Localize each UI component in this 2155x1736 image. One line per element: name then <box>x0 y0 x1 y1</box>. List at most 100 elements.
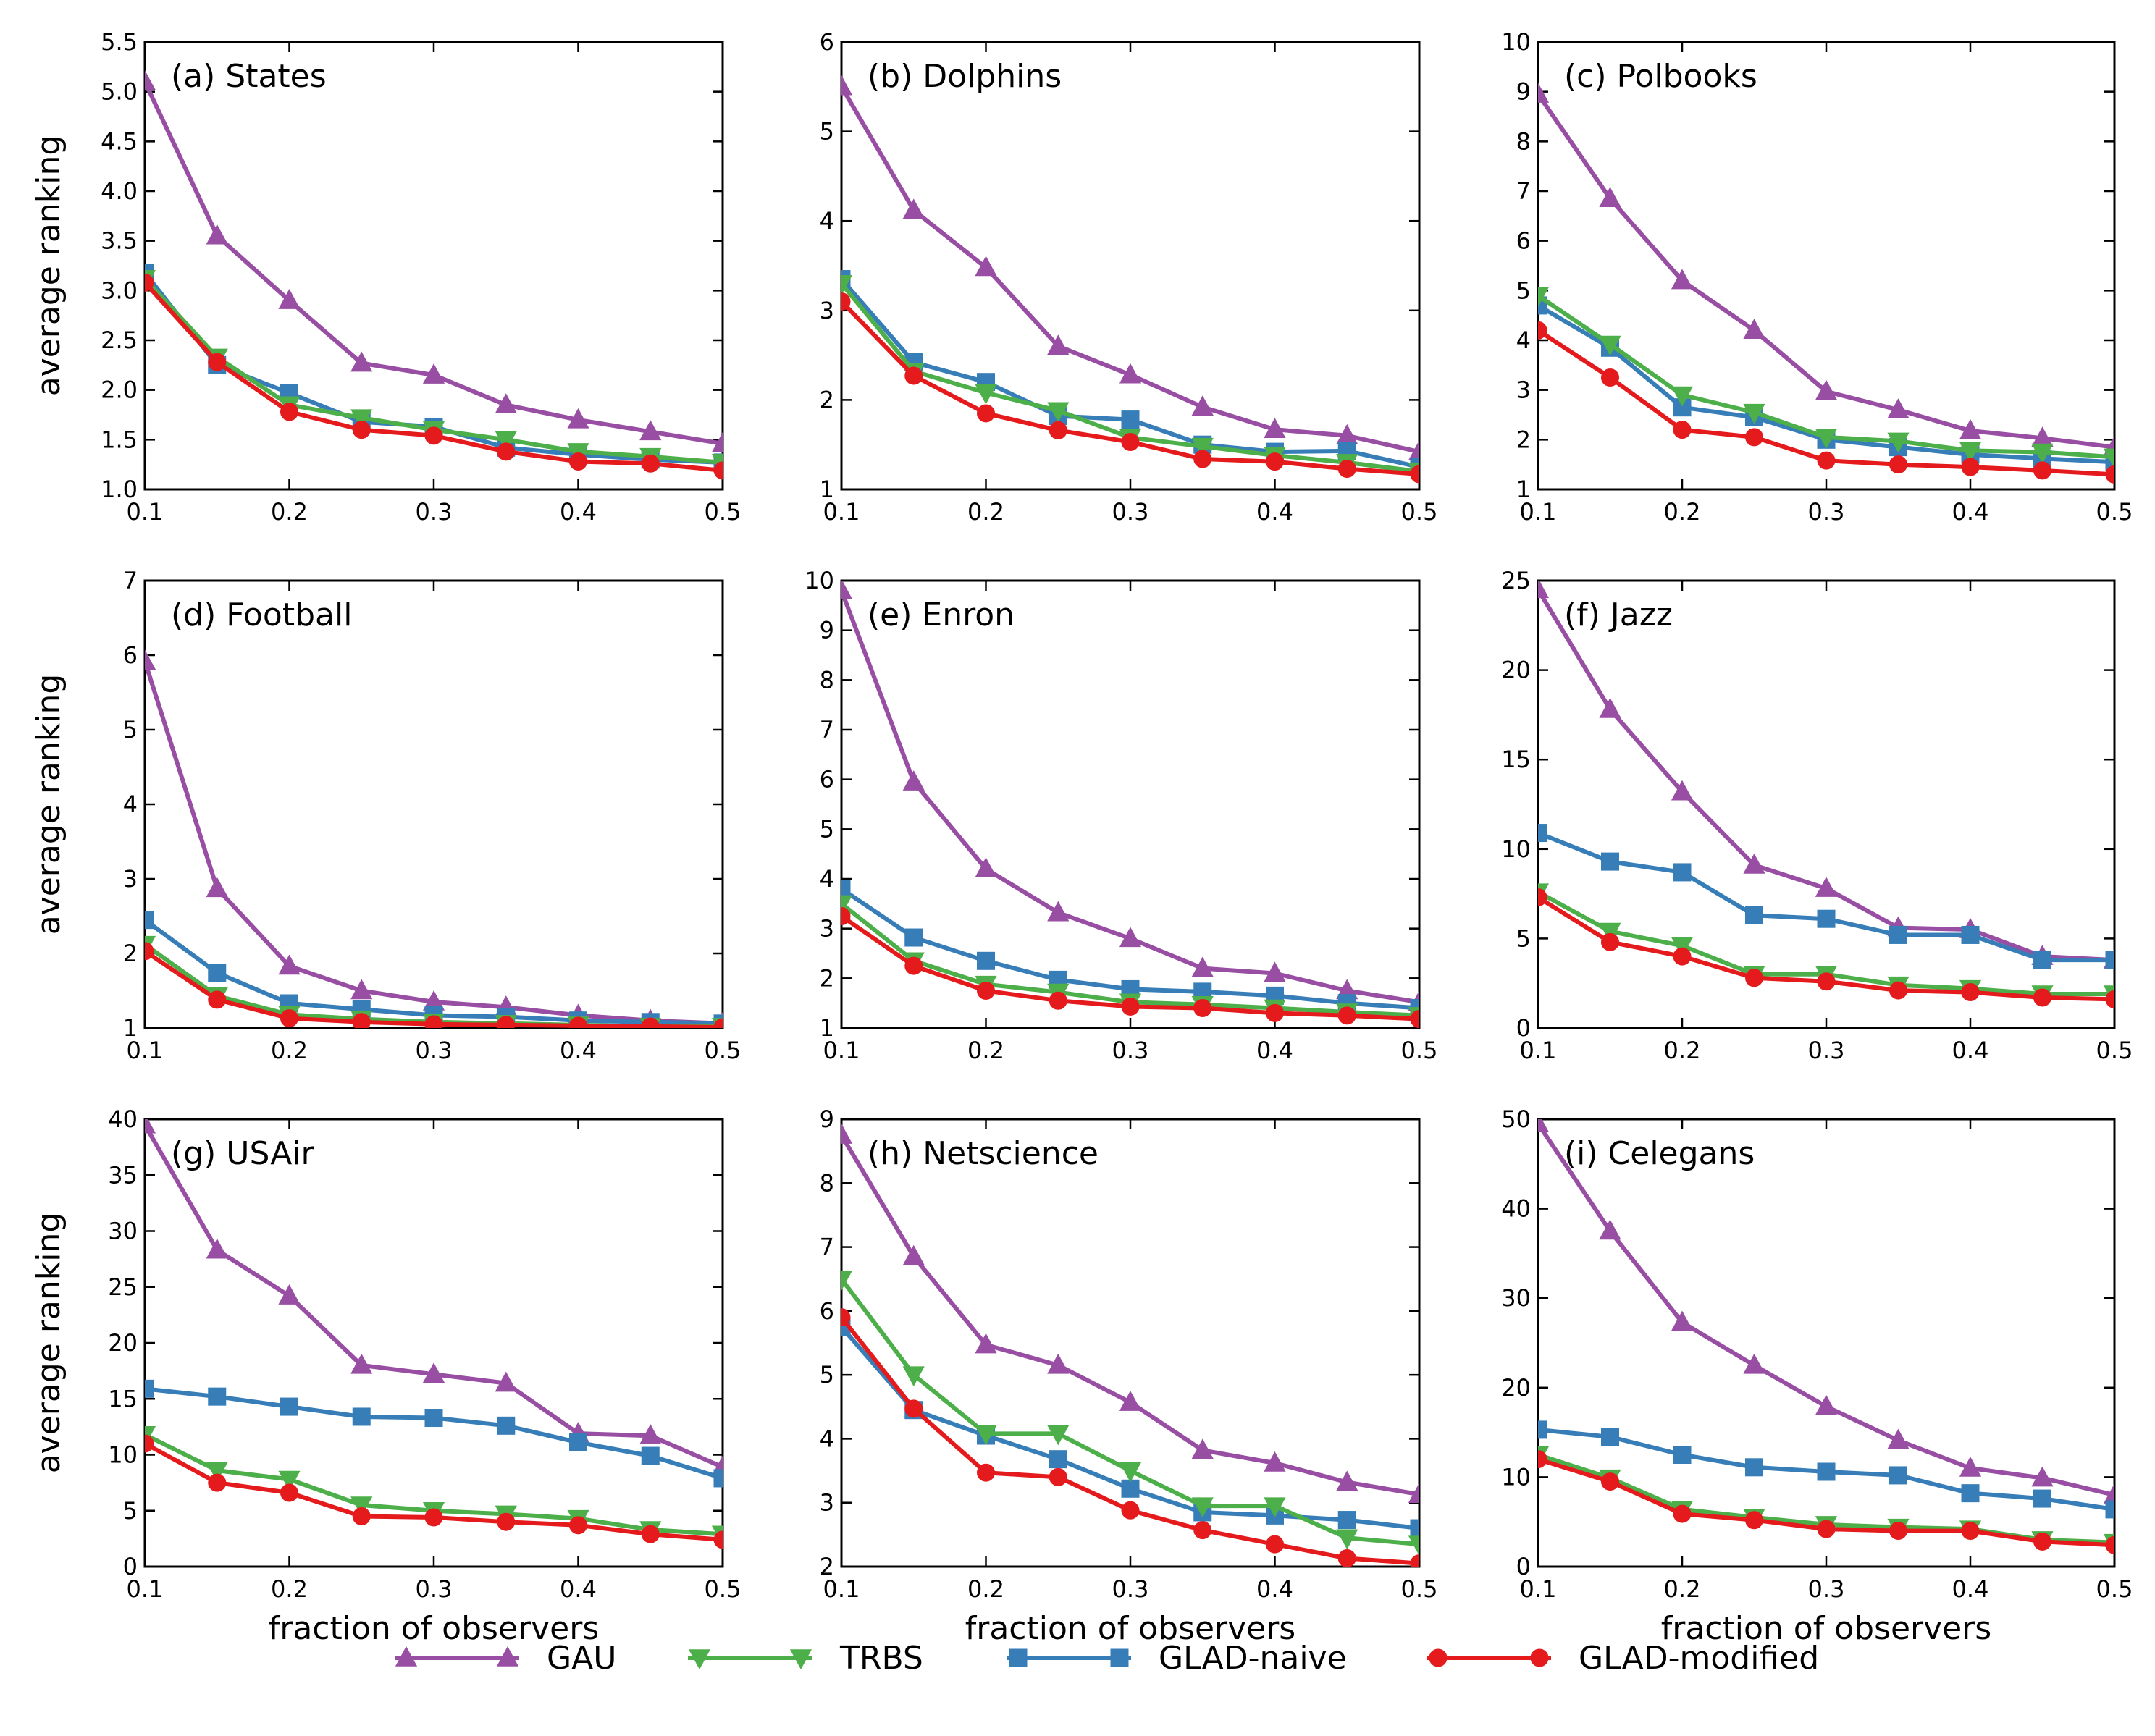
data-point-glad-modified <box>1601 368 1619 387</box>
data-point-trbs <box>1191 437 1214 458</box>
y-tick-label: 10 <box>108 1441 138 1469</box>
data-point-gau <box>1599 187 1621 208</box>
series-line-glad-modified <box>841 1315 1419 1566</box>
series-line-gau <box>841 1134 1419 1497</box>
data-point-glad-modified <box>1673 1504 1692 1523</box>
data-point-gau <box>1538 1119 1550 1132</box>
y-tick-label: 5 <box>123 716 138 743</box>
data-point-trbs <box>350 409 373 430</box>
y-tick-label: 9 <box>820 617 834 644</box>
y-tick-label: 0 <box>1516 1553 1531 1580</box>
data-point-glad-modified <box>1049 421 1067 439</box>
chart-panel: 0.1 0.2 0.3 0.4 0.5 0 5 10 15 20 25 30 35 40 (g) USAir… <box>30 1105 741 1647</box>
data-point-glad-modified <box>1121 1501 1140 1520</box>
data-point-gau <box>1191 1438 1214 1459</box>
data-point-glad-modified <box>977 1463 995 1482</box>
data-point-trbs <box>1887 432 1910 453</box>
data-point-trbs <box>1671 386 1694 407</box>
data-point-glad-modified <box>1601 932 1619 951</box>
y-tick-label: 30 <box>108 1218 138 1245</box>
data-point-gau <box>1815 379 1838 400</box>
data-point-gau <box>841 75 853 96</box>
y-tick-label: 5 <box>123 1497 138 1525</box>
data-point-glad-naive <box>1601 1428 1619 1446</box>
y-tick-label: 0 <box>1516 1014 1531 1042</box>
x-tick-label: 0.1 <box>1520 498 1557 526</box>
x-tick-label: 0.1 <box>1520 1037 1557 1064</box>
legend-label: GLAD-modified <box>1579 1640 1819 1677</box>
x-axis-label: fraction of observers <box>965 1610 1295 1647</box>
y-tick-label: 10 <box>1501 1463 1531 1491</box>
x-tick-label: 0.2 <box>271 1575 308 1603</box>
data-point-glad-modified <box>713 1018 723 1028</box>
legend-marker <box>1110 1648 1129 1667</box>
data-point-glad-modified <box>569 1516 587 1535</box>
data-point-glad-modified <box>569 452 587 471</box>
data-point-trbs <box>1599 335 1621 356</box>
legend-item: GLAD-naive <box>1007 1640 1347 1677</box>
x-tick-label: 0.3 <box>1808 1575 1845 1603</box>
x-tick-label: 0.3 <box>1112 1037 1149 1064</box>
y-tick-label: 20 <box>108 1329 138 1357</box>
data-point-glad-modified <box>1538 321 1547 340</box>
series-group <box>1538 581 2114 1008</box>
data-point-glad-naive <box>1538 824 1547 843</box>
data-point-gau <box>902 1244 925 1265</box>
data-point-gau <box>206 224 228 245</box>
data-point-glad-modified <box>1266 1003 1284 1022</box>
data-point-gau <box>1538 83 1550 103</box>
data-point-glad-modified <box>145 273 154 292</box>
y-tick-label: 2 <box>1516 426 1531 453</box>
legend-marker <box>1530 1648 1549 1667</box>
series-line-gau <box>145 660 723 1026</box>
y-tick-label: 1.0 <box>101 476 138 503</box>
data-point-gau <box>902 770 925 791</box>
y-tick-label: 35 <box>108 1161 138 1189</box>
data-point-glad-modified <box>1266 1535 1284 1554</box>
legend-marker <box>688 1649 711 1670</box>
x-tick-label: 0.4 <box>1952 1037 1989 1064</box>
data-point-glad-modified <box>1961 983 1980 1002</box>
data-point-glad-modified <box>2105 465 2114 484</box>
panel-title: (b) Dolphins <box>868 58 1062 95</box>
data-point-glad-naive <box>2105 951 2114 969</box>
data-point-trbs <box>278 1470 301 1491</box>
data-point-trbs <box>206 1462 228 1483</box>
x-tick-label: 0.5 <box>2096 1575 2133 1603</box>
data-point-gau <box>1815 1394 1838 1415</box>
y-tick-label: 4 <box>820 1425 834 1452</box>
data-point-glad-modified <box>1745 969 1763 987</box>
data-point-glad-modified <box>1961 458 1980 476</box>
data-point-trbs <box>1815 429 1838 449</box>
series-line-gau <box>1538 588 2114 963</box>
data-point-glad-modified <box>1601 1472 1619 1491</box>
data-point-glad-naive <box>569 1433 587 1452</box>
data-point-trbs <box>975 1425 997 1446</box>
x-tick-label: 0.3 <box>1112 1575 1149 1603</box>
data-point-glad-naive <box>1817 1462 1836 1481</box>
data-point-glad-modified <box>713 1530 723 1549</box>
data-point-glad-naive <box>280 1397 298 1416</box>
data-point-glad-modified <box>1961 1522 1980 1541</box>
y-tick-label: 40 <box>1501 1195 1531 1223</box>
y-tick-label: 4 <box>820 865 834 893</box>
x-tick-label: 0.5 <box>705 498 742 526</box>
data-point-gau <box>841 581 853 599</box>
data-point-glad-naive <box>1049 1450 1067 1469</box>
chart-panel: 0.1 0.2 0.3 0.4 0.5 2 3 4 5 6 7 8 9 (h) Netscience fra… <box>820 1105 1438 1647</box>
data-point-gau <box>422 363 445 384</box>
data-point-gau <box>1047 901 1070 922</box>
data-point-glad-modified <box>977 404 995 423</box>
data-point-gau <box>145 69 156 90</box>
data-point-glad-modified <box>1817 972 1836 991</box>
data-point-glad-naive <box>904 928 923 947</box>
data-point-gau <box>1119 363 1142 384</box>
data-point-glad-naive <box>145 1379 154 1398</box>
data-point-gau <box>1191 395 1214 416</box>
y-tick-label: 10 <box>1501 835 1531 863</box>
data-point-glad-modified <box>280 403 298 421</box>
series-group <box>841 581 1419 1028</box>
y-axis-label: average ranking <box>30 1213 67 1474</box>
data-point-gau <box>1743 853 1765 874</box>
